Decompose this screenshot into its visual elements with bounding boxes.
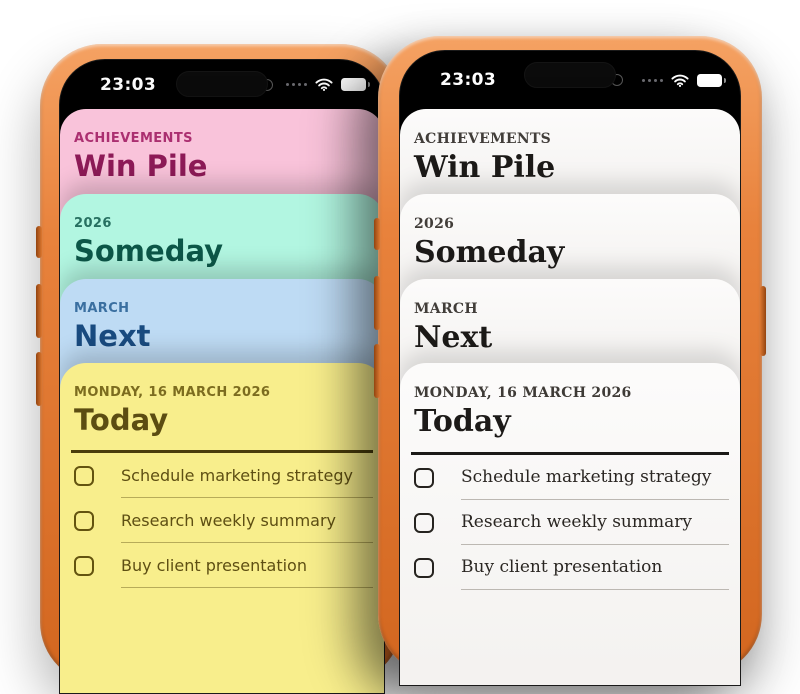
wifi-icon	[671, 74, 689, 87]
todo-item[interactable]: Schedule marketing strategy	[60, 453, 373, 498]
battery-icon	[697, 73, 726, 87]
todo-item-label: Research weekly summary	[121, 498, 373, 543]
dynamic-island	[176, 71, 268, 97]
action-button	[374, 218, 380, 250]
card-stack: ACHIEVEMENTS Win Pile 2026 Someday MARCH…	[400, 109, 740, 685]
divider	[71, 450, 373, 453]
todo-item-label: Buy client presentation	[461, 545, 729, 590]
action-button	[36, 226, 42, 258]
card-title: Next	[414, 320, 493, 355]
card-label: MARCH	[74, 301, 130, 316]
clock-time: 23:03	[440, 70, 497, 90]
phone-mono: 23:03 ACHIEVEMENTS Win Pile 2026	[374, 36, 766, 686]
checkbox[interactable]	[414, 467, 434, 488]
todo-list: Schedule marketing strategy Research wee…	[400, 455, 740, 590]
checkbox[interactable]	[414, 512, 434, 533]
screen: 23:03 ACHIEVEMENTS Win Pile 2026	[59, 59, 385, 694]
todo-item-label: Schedule marketing strategy	[461, 455, 729, 500]
card-title: Someday	[414, 235, 565, 270]
status-bar: 23:03	[60, 60, 384, 109]
signal-dots-icon	[642, 78, 663, 82]
card-label: MONDAY, 16 MARCH 2026	[74, 385, 271, 400]
card-label: ACHIEVEMENTS	[74, 131, 193, 146]
todo-item[interactable]: Schedule marketing strategy	[400, 455, 729, 500]
card-title: Win Pile	[74, 149, 208, 183]
card-today[interactable]: MONDAY, 16 MARCH 2026 Today Schedule mar…	[400, 363, 740, 685]
card-label: ACHIEVEMENTS	[414, 131, 552, 147]
volume-up-button	[374, 276, 380, 330]
volume-up-button	[36, 284, 42, 338]
screen: 23:03 ACHIEVEMENTS Win Pile 2026	[399, 50, 741, 686]
todo-item[interactable]: Buy client presentation	[60, 543, 373, 588]
todo-item-label: Schedule marketing strategy	[121, 453, 373, 498]
wifi-icon	[315, 78, 333, 91]
todo-item-label: Buy client presentation	[121, 543, 373, 588]
clock-time: 23:03	[100, 74, 157, 95]
todo-item[interactable]: Research weekly summary	[60, 498, 373, 543]
checkbox[interactable]	[74, 510, 94, 531]
volume-down-button	[374, 344, 380, 398]
checkbox[interactable]	[74, 555, 94, 576]
todo-item[interactable]: Research weekly summary	[400, 500, 729, 545]
dynamic-island	[524, 62, 616, 88]
todo-item-label: Research weekly summary	[461, 500, 729, 545]
todo-item[interactable]: Buy client presentation	[400, 545, 729, 590]
card-title: Today	[74, 403, 169, 437]
card-today[interactable]: MONDAY, 16 MARCH 2026 Today Schedule mar…	[60, 363, 384, 693]
checkbox[interactable]	[74, 465, 94, 486]
card-label: MONDAY, 16 MARCH 2026	[414, 385, 632, 401]
signal-dots-icon	[286, 83, 307, 86]
status-icons	[286, 78, 370, 91]
phone-colorful: 23:03 ACHIEVEMENTS Win Pile 2026	[36, 44, 402, 694]
volume-down-button	[36, 352, 42, 406]
power-button	[760, 286, 766, 356]
checkbox[interactable]	[414, 557, 434, 578]
status-bar: 23:03	[400, 51, 740, 109]
card-title: Win Pile	[414, 150, 556, 185]
card-title: Next	[74, 319, 151, 353]
card-label: MARCH	[414, 301, 478, 317]
divider	[411, 452, 729, 455]
card-stack: ACHIEVEMENTS Win Pile 2026 Someday MARCH…	[60, 109, 384, 693]
battery-icon	[341, 78, 370, 91]
card-title: Someday	[74, 234, 224, 268]
status-icons	[642, 73, 726, 87]
card-label: 2026	[74, 216, 112, 231]
card-label: 2026	[414, 216, 455, 232]
card-title: Today	[414, 404, 511, 439]
todo-list: Schedule marketing strategy Research wee…	[60, 453, 384, 588]
